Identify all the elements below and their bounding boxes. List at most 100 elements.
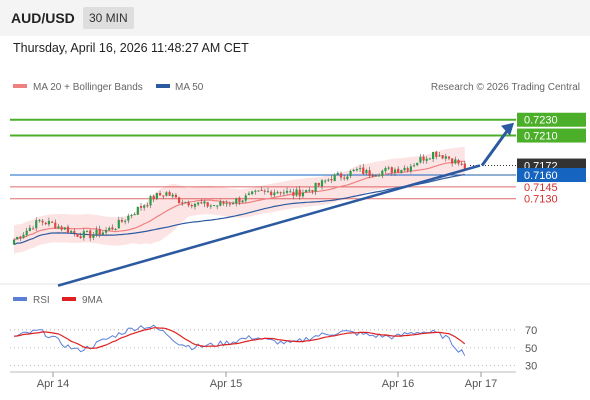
rsi-ma-legend-label: 9MA <box>82 295 103 306</box>
candle-body <box>216 205 219 207</box>
candle-body <box>419 156 422 163</box>
candle-body <box>228 203 231 205</box>
candle-body <box>31 228 35 230</box>
candle-body <box>133 214 136 216</box>
candle-body <box>273 192 276 196</box>
candle-body <box>451 158 454 164</box>
candle-body <box>368 170 371 177</box>
candle-body <box>28 227 31 231</box>
level-badge-0.7160 <box>517 168 586 183</box>
level-badge-0.7210 <box>517 128 586 143</box>
candle-body <box>308 189 311 191</box>
candle-body <box>70 231 73 233</box>
candle-body <box>314 182 317 192</box>
candle-body <box>447 156 451 159</box>
candle-body <box>403 167 406 171</box>
candle-body <box>438 155 441 157</box>
candle-body <box>406 168 409 171</box>
datetime-label: Thursday, April 16, 2026 11:48:27 AM CET <box>13 41 249 55</box>
candle-body <box>279 192 282 194</box>
timeframe-button[interactable]: 30 MIN <box>83 7 134 29</box>
candle-body <box>231 203 235 205</box>
candle-body <box>73 231 76 233</box>
candle-body <box>35 220 38 229</box>
candle-body <box>51 221 54 223</box>
ma50-legend-swatch <box>156 84 170 88</box>
candle-body <box>317 182 320 186</box>
candle-body <box>435 151 438 157</box>
candle-body <box>330 179 333 181</box>
candle-body <box>158 193 162 196</box>
candle-body <box>92 234 95 238</box>
candle-body <box>85 231 89 233</box>
candle-body <box>22 234 25 238</box>
candle-body <box>143 205 146 208</box>
candle-body <box>203 201 206 204</box>
rsi-tick-30: 30 <box>525 361 537 373</box>
candle-body <box>365 170 368 174</box>
candle-body <box>174 194 178 198</box>
candle-body <box>66 226 70 233</box>
candle-body <box>165 192 168 196</box>
candle-body <box>266 191 270 193</box>
candle-body <box>390 167 393 173</box>
candle-body <box>301 192 305 197</box>
ma20-legend-label: MA 20 + Bollinger Bands <box>33 82 143 93</box>
candle-body <box>241 200 244 203</box>
symbol-label: AUD/USD <box>11 10 75 26</box>
candle-body <box>82 231 85 238</box>
level-label-0.7145: 0.7145 <box>524 182 558 194</box>
candle-body <box>397 168 400 173</box>
candle-body <box>168 192 171 196</box>
candle-body <box>292 192 295 196</box>
candle-body <box>247 193 251 195</box>
x-tick-label: Apr 16 <box>382 378 414 390</box>
candle-body <box>219 201 222 206</box>
candle-body <box>393 169 397 173</box>
rsi-legend-swatch <box>13 297 27 301</box>
level-label-0.7230: 0.7230 <box>524 115 558 127</box>
candle-body <box>352 169 355 172</box>
candle-body <box>374 175 378 177</box>
x-tick-label: Apr 14 <box>37 378 69 390</box>
candle-body <box>460 163 463 165</box>
candle-body <box>162 195 165 197</box>
candle-body <box>412 165 416 167</box>
x-tick-label: Apr 15 <box>210 378 242 390</box>
candle-body <box>285 190 289 193</box>
candle-body <box>358 168 362 170</box>
candle-body <box>44 222 47 225</box>
candle-body <box>212 205 216 207</box>
candle-body <box>257 190 260 192</box>
candle-body <box>298 189 301 197</box>
candles <box>12 150 466 245</box>
candle-body <box>444 156 447 159</box>
candle-body <box>19 236 22 239</box>
level-label-0.7160: 0.7160 <box>524 170 558 182</box>
level-badge-0.7230 <box>517 112 586 127</box>
candle-body <box>139 206 143 208</box>
candle-body <box>349 171 352 177</box>
candle-body <box>76 233 79 237</box>
ma20-legend-swatch <box>13 84 27 88</box>
candle-body <box>327 179 330 181</box>
candle-body <box>193 203 197 207</box>
candle-body <box>206 202 209 207</box>
ma50-legend-label: MA 50 <box>175 82 204 93</box>
rsi-tick-70: 70 <box>525 325 537 337</box>
candle-body <box>79 236 82 238</box>
candle-body <box>98 229 101 236</box>
candle-body <box>416 162 419 166</box>
candle-body <box>387 167 390 169</box>
candle-body <box>333 174 336 182</box>
candle-body <box>146 205 149 207</box>
forecast-arrow-shaft <box>480 128 510 167</box>
candle-body <box>238 197 241 203</box>
rsi-ma-line <box>13 327 466 349</box>
candle-body <box>320 180 324 187</box>
candle-body <box>63 227 66 230</box>
level-label-0.7210: 0.7210 <box>524 131 558 143</box>
candle-body <box>441 155 444 159</box>
